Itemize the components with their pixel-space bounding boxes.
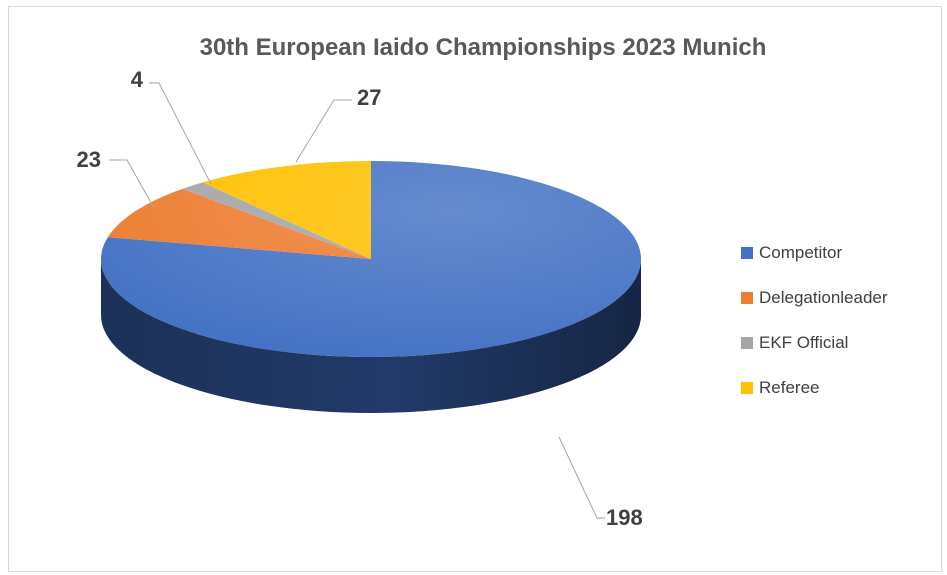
chart-frame: 30th European Iaido Championships 2023 M… [8, 6, 942, 572]
legend-swatch-referee [741, 382, 753, 394]
leader-lines [109, 82, 605, 519]
leader-line-competitor [558, 436, 605, 519]
leader-line-referee [295, 99, 352, 163]
legend-label-referee: Referee [759, 378, 819, 397]
data-label-competitor: 198 [606, 505, 643, 530]
pie-top-highlight [101, 161, 641, 357]
pie-top [100, 161, 641, 358]
legend-label-delegationleader: Delegationleader [759, 288, 888, 307]
chart-title: 30th European Iaido Championships 2023 M… [200, 34, 767, 61]
data-label-ekf-official: 4 [131, 67, 144, 92]
leader-line-ekf-official [149, 82, 212, 185]
legend-label-ekf-official: EKF Official [759, 333, 848, 352]
slice-side-shade-competitor [101, 259, 641, 413]
legend-swatch-ekf-official [741, 337, 753, 349]
legend-label-competitor: Competitor [759, 243, 842, 262]
data-label-delegationleader: 23 [77, 147, 101, 172]
pie-sides [101, 259, 641, 413]
data-label-referee: 27 [357, 85, 381, 110]
legend-swatch-competitor [741, 247, 753, 259]
legend-swatch-delegationleader [741, 292, 753, 304]
data-labels: 198 23 4 27 [77, 67, 643, 530]
leader-line-delegationleader [109, 159, 155, 209]
legend: Competitor Delegationleader EKF Official Re… [741, 243, 888, 397]
pie-chart: 30th European Iaido Championships 2023 M… [77, 34, 888, 530]
